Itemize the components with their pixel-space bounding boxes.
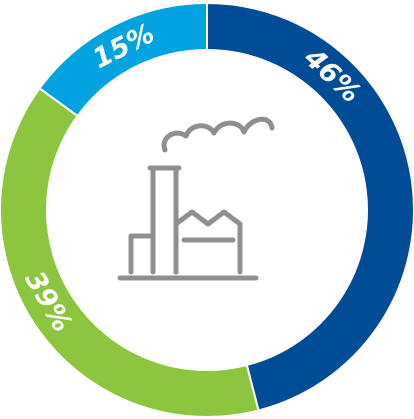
donut-slice-1: [0, 86, 260, 418]
donut-slice-2: [38, 1, 208, 118]
donut-slice-0: [206, 1, 414, 412]
factory-icon: [117, 116, 275, 281]
